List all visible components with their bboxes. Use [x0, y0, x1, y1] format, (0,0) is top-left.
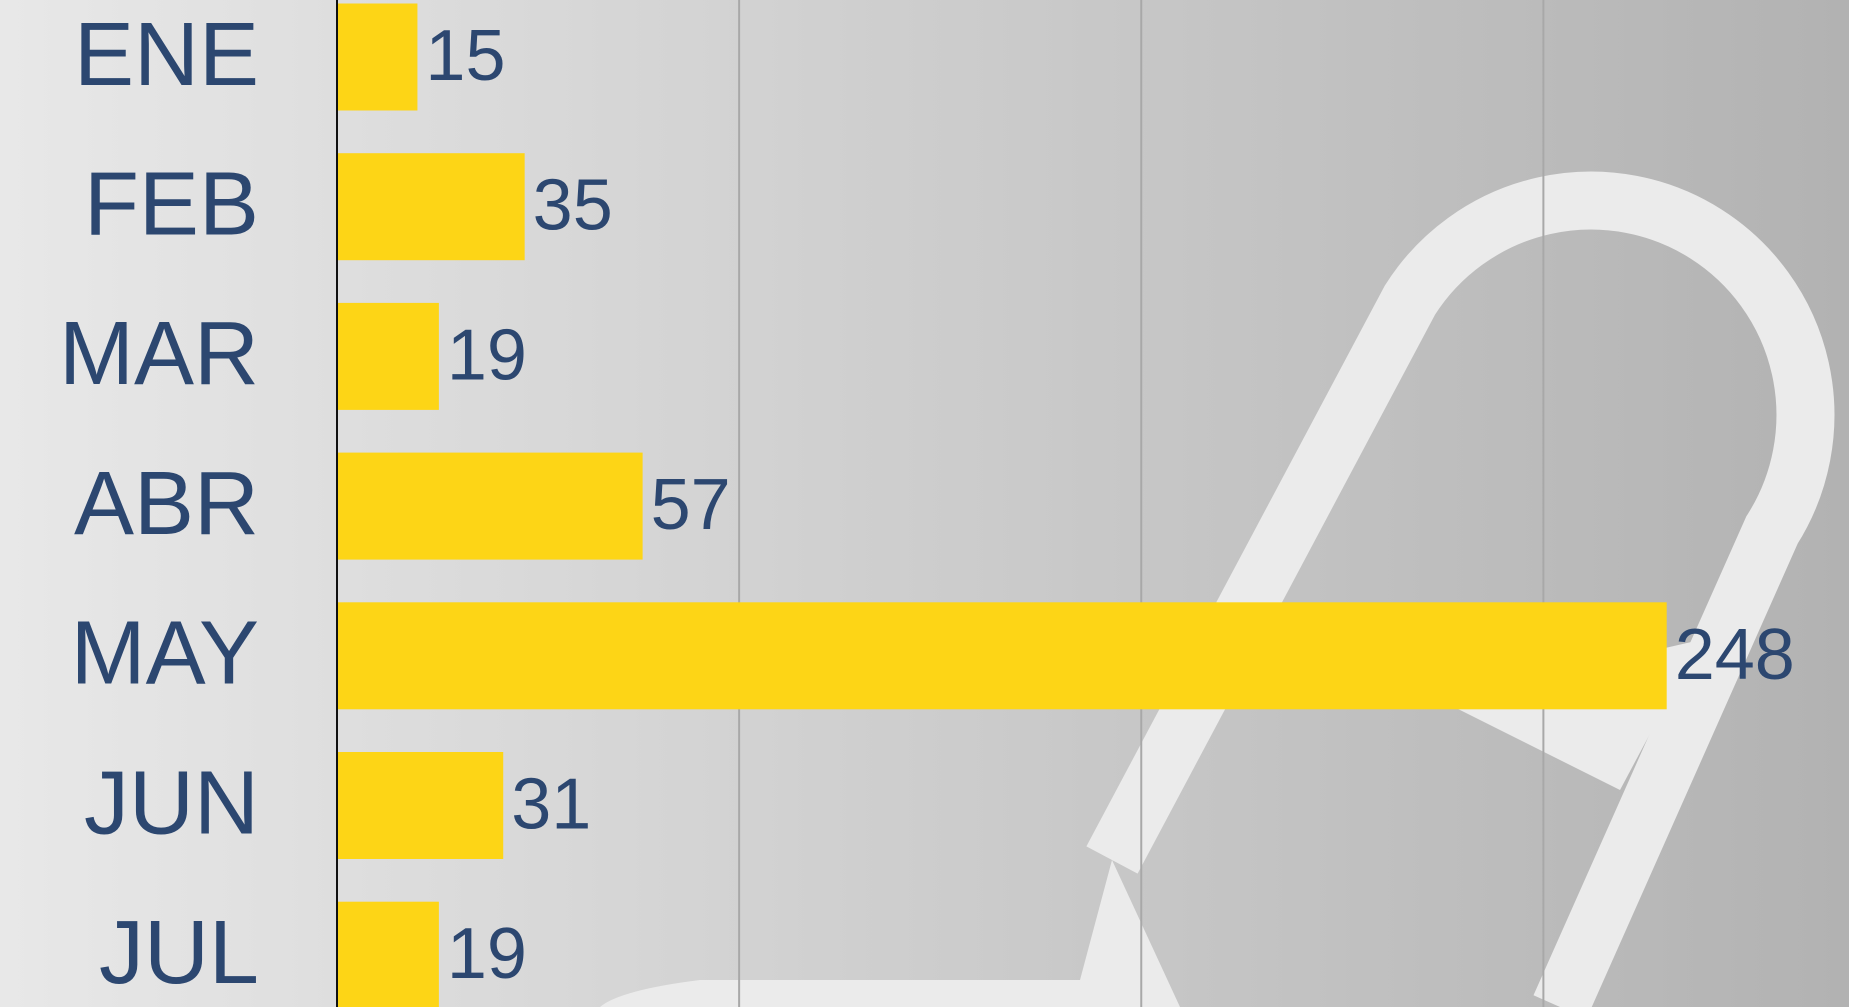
- y-tick-label: FEB: [84, 154, 259, 254]
- y-tick-label: ENE: [74, 5, 259, 105]
- bar: [337, 752, 504, 859]
- bar: [337, 153, 525, 261]
- bar: [337, 3, 418, 111]
- value-label: 248: [1675, 615, 1795, 695]
- value-label: 15: [425, 16, 505, 96]
- y-tick-label: JUN: [84, 753, 259, 853]
- bar: [337, 302, 439, 410]
- bar: [337, 452, 643, 560]
- y-tick-label: MAR: [59, 304, 259, 404]
- value-label: 19: [447, 315, 527, 395]
- bar: [337, 602, 1667, 710]
- bar: [337, 901, 439, 1007]
- y-tick-label: MAY: [71, 604, 259, 704]
- y-tick-label: JUL: [99, 903, 259, 1003]
- decoration: [1086, 171, 1835, 1007]
- value-label: 19: [447, 914, 527, 994]
- decoration: [600, 860, 1180, 1007]
- value-label: 31: [511, 765, 591, 845]
- value-label: 57: [651, 465, 731, 545]
- value-label: 35: [533, 166, 613, 246]
- y-tick-label: ABR: [74, 454, 259, 554]
- plot: ENE 15 FEB 35 MAR 19 ABR 57 MAY 248 JUN 31 JUL 19: [59, 3, 1795, 1007]
